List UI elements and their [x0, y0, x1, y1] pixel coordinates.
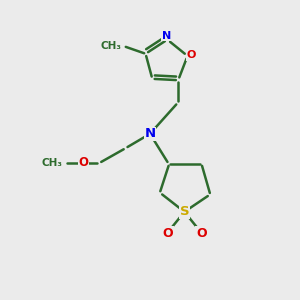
Text: O: O [196, 226, 206, 239]
Text: N: N [144, 127, 156, 140]
Text: N: N [162, 31, 171, 41]
Text: CH₃: CH₃ [41, 158, 62, 168]
Text: CH₃: CH₃ [100, 41, 122, 51]
Text: O: O [187, 50, 196, 60]
Text: O: O [162, 226, 173, 239]
Text: O: O [79, 156, 89, 169]
Text: S: S [180, 205, 189, 218]
